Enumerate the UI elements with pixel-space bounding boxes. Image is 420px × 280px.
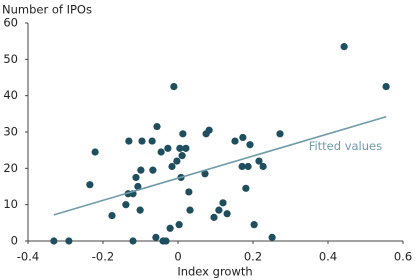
y-axis-label: Number of IPOs	[2, 3, 92, 17]
point	[164, 144, 172, 152]
point	[246, 141, 254, 149]
point	[91, 148, 99, 156]
point	[137, 166, 145, 174]
fitted-line	[53, 115, 387, 216]
point	[255, 157, 263, 165]
point	[162, 237, 170, 245]
point	[176, 144, 184, 152]
point	[149, 166, 157, 174]
point	[185, 188, 193, 196]
point	[205, 126, 213, 134]
point	[210, 213, 218, 221]
point	[178, 152, 186, 160]
point	[65, 237, 73, 245]
point	[157, 148, 165, 156]
point	[250, 221, 258, 229]
point	[152, 233, 160, 241]
point	[259, 162, 267, 171]
point	[219, 199, 227, 207]
point	[175, 221, 183, 229]
point	[242, 184, 250, 192]
point	[153, 122, 161, 131]
point	[382, 82, 390, 91]
point	[268, 233, 276, 241]
point	[50, 237, 58, 245]
point	[108, 211, 116, 220]
line-label: Fitted values	[309, 139, 382, 153]
point	[122, 201, 130, 209]
x-tick-label: -0.2	[92, 250, 114, 264]
x-tick-label: 0	[174, 250, 181, 264]
point	[129, 237, 137, 245]
point	[223, 210, 231, 218]
point	[138, 137, 146, 145]
y-tick-label: 50	[3, 52, 18, 66]
point	[340, 43, 348, 51]
x-tick-label: 0.6	[394, 250, 412, 264]
point	[166, 224, 174, 232]
point	[238, 162, 246, 171]
point	[239, 133, 247, 142]
point	[136, 206, 144, 214]
point	[170, 82, 178, 91]
point	[179, 130, 187, 138]
y-tick-label: 30	[3, 125, 18, 139]
point	[231, 137, 239, 145]
point	[86, 181, 94, 189]
y-tick-label: 20	[3, 161, 18, 175]
point	[125, 137, 133, 145]
point	[244, 162, 252, 171]
point	[201, 170, 209, 178]
x-axis-label: Index growth	[177, 265, 252, 279]
x-tick-label: 0.4	[319, 250, 337, 264]
point	[182, 144, 190, 152]
y-tick-label: 40	[3, 88, 18, 102]
x-tick-label: -0.4	[17, 250, 39, 264]
x-tick-label: 0.2	[244, 250, 262, 264]
point	[132, 173, 140, 182]
point	[168, 162, 176, 171]
point	[276, 130, 284, 138]
point	[173, 157, 181, 165]
y-tick-label: 10	[3, 197, 18, 211]
point	[148, 137, 156, 145]
point	[186, 206, 194, 214]
point	[215, 206, 223, 214]
point	[134, 182, 142, 191]
y-tick-label: 0	[11, 234, 18, 248]
y-tick-label: 60	[3, 16, 18, 30]
